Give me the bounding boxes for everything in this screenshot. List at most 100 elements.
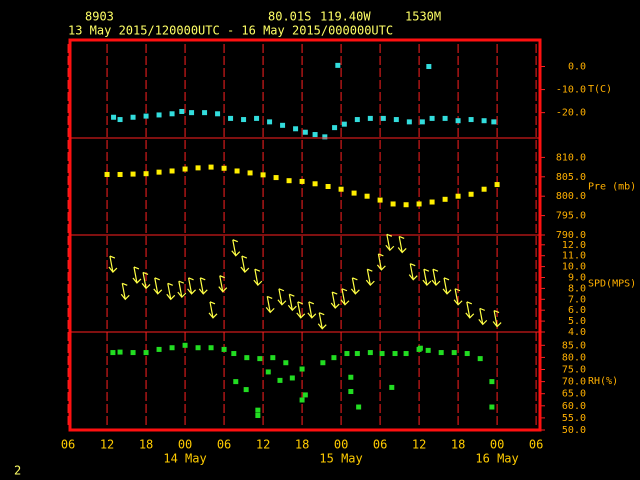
y-tick-label: 60.0 [562,401,586,412]
data-point [277,377,283,383]
data-point [111,114,117,120]
station-id: 8903 [85,10,114,24]
data-point [312,132,318,138]
y-tick-label: 805.0 [556,172,586,183]
plot-frame [68,38,542,432]
data-point [270,355,276,361]
data-point [468,117,474,123]
y-tick-label: 6.0 [568,305,586,316]
data-point [379,351,385,357]
wind-arrow [177,280,187,299]
day-label: 14 May [163,452,206,466]
y-tick-label: 0.0 [568,62,586,73]
y-tick-label: 8.0 [568,283,586,294]
x-tick-label: 00 [490,438,504,452]
y-tick-label: 9.0 [568,273,586,284]
wind-arrow [397,235,407,254]
data-point [189,110,195,116]
y-tick-label: 85.0 [562,340,586,351]
data-point [442,196,448,202]
data-point [455,193,461,199]
data-point [390,201,396,207]
elevation: 1530M [405,10,441,24]
data-point [417,345,423,351]
data-point [489,404,495,410]
y-tick-label: 7.0 [568,294,586,305]
data-point [299,178,305,184]
period: 13 May 2015/120000UTC - 16 May 2015/0000… [68,24,393,38]
data-point [429,199,435,205]
data-point [354,351,360,357]
data-point [489,379,495,385]
data-point [265,369,271,375]
wind-arrow [287,293,297,312]
x-tick-label: 18 [139,438,153,452]
latitude: 80.01S [268,10,311,24]
wind-arrow [317,312,327,330]
y-axis-label: Pre (mb) [588,182,636,193]
data-point [255,407,261,413]
data-point [130,114,136,120]
data-point [320,360,326,366]
data-point [438,350,444,356]
data-point [273,175,279,181]
data-point [481,118,487,124]
data-point [156,169,162,175]
data-point [221,346,227,352]
wind-arrow [453,288,463,306]
data-point [143,350,149,356]
y-tick-label: 800.0 [556,191,586,202]
data-point [257,356,263,362]
x-tick-label: 00 [178,438,192,452]
data-point [243,387,249,393]
wind-arrow [350,277,360,295]
data-point [331,355,337,361]
data-point [477,356,483,362]
y-tick-label: 810.0 [556,152,586,163]
data-point [286,178,292,184]
y-tick-label: 70.0 [562,377,586,388]
data-point [425,347,431,353]
wind-arrow [478,307,488,326]
data-point [195,165,201,171]
x-tick-label: 06 [61,438,75,452]
day-label: 15 May [319,452,362,466]
wind-arrow [166,282,176,301]
wind-arrow [153,277,163,295]
y-tick-label: 12.0 [562,240,586,251]
data-point [393,117,399,123]
data-point [255,412,261,418]
wind-arrow [240,255,250,273]
data-point [179,108,185,114]
data-point [228,115,234,121]
data-point [289,375,295,381]
data-point [283,360,289,366]
data-point [231,351,237,357]
x-tick-label: 06 [373,438,387,452]
data-point [130,350,136,356]
y-tick-label: -10.0 [556,85,586,96]
wind-arrow [253,268,263,287]
data-point [247,170,253,176]
y-axis-label: SPD(MPS) [588,279,636,290]
data-point [348,374,354,380]
data-point [455,118,461,124]
data-point [169,345,175,351]
data-point [468,191,474,197]
data-point [143,171,149,177]
y-tick-label: 55.0 [562,413,586,424]
wind-arrow [465,301,475,319]
data-point [491,119,497,125]
data-point [364,193,370,199]
wind-arrow [340,288,350,306]
wind-arrow [408,263,418,281]
longitude: 119.40W [320,10,371,24]
x-tick-label: 18 [295,438,309,452]
y-tick-label: 11.0 [562,251,586,262]
data-point [338,186,344,192]
data-point [442,115,448,121]
data-point [481,186,487,192]
data-point [356,404,362,410]
data-point [254,115,260,121]
data-point [195,345,201,351]
